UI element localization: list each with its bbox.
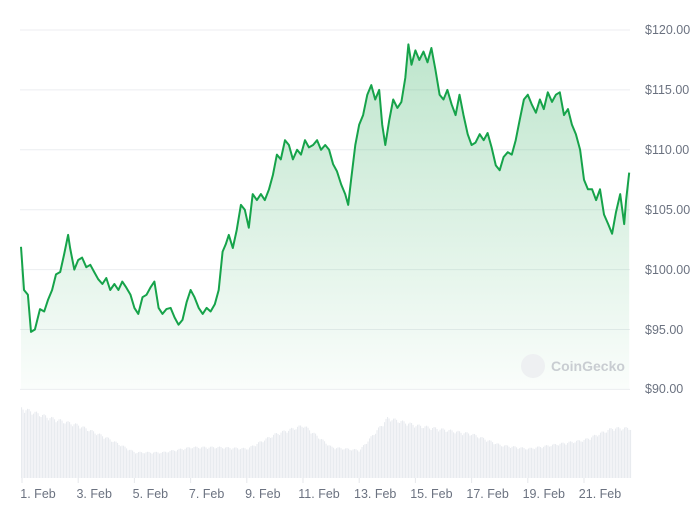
x-tick-label: 3. Feb <box>76 487 112 501</box>
y-tick-label: $100.00 <box>645 262 690 277</box>
x-tick-label: 1. Feb <box>20 487 56 501</box>
volume-bars <box>21 407 632 478</box>
y-tick-label: $90.00 <box>645 382 684 397</box>
price-line[interactable] <box>20 43 631 333</box>
x-tick-label: 15. Feb <box>410 487 453 501</box>
gecko-logo-icon <box>521 354 545 378</box>
x-tick-label: 17. Feb <box>466 487 509 501</box>
x-axis-tick-marks <box>21 478 585 483</box>
x-tick-label: 11. Feb <box>298 487 340 501</box>
watermark-text: CoinGecko <box>551 358 625 374</box>
y-tick-label: $95.00 <box>645 322 684 337</box>
x-tick-label: 9. Feb <box>245 487 281 501</box>
y-tick-label: $110.00 <box>645 142 690 157</box>
y-tick-label: $120.00 <box>645 23 690 37</box>
y-tick-label: $115.00 <box>645 82 690 97</box>
x-tick-label: 21. Feb <box>578 487 622 501</box>
x-tick-label: 7. Feb <box>188 487 225 501</box>
y-tick-label: $105.00 <box>645 202 690 217</box>
x-tick-label: 19. Feb <box>522 487 565 501</box>
coingecko-watermark: CoinGecko <box>521 354 625 378</box>
x-tick-label: 13. Feb <box>353 487 397 501</box>
price-area-fill <box>21 44 630 390</box>
x-tick-label: 5. Feb <box>132 487 169 501</box>
